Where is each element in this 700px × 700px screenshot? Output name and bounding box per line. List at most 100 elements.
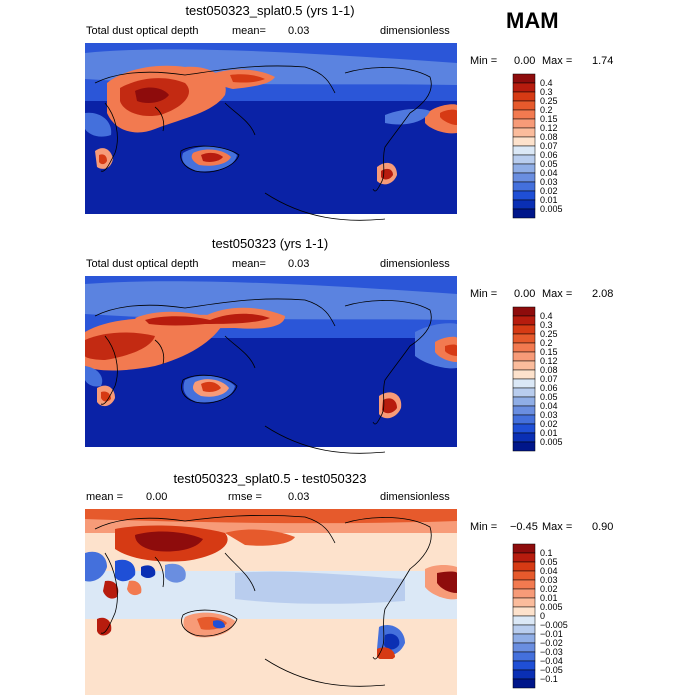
colorbar-swatch [512, 414, 536, 425]
colorbar-swatch [512, 324, 536, 335]
colorbar-tick-label: −0.04 [540, 656, 563, 666]
panel2-mean-value: 0.03 [288, 258, 310, 270]
colorbar-swatch [512, 315, 536, 326]
colorbar-swatch [512, 136, 536, 147]
colorbar-tick-label: −0.02 [540, 638, 563, 648]
panel1-min-label: Min = [470, 55, 498, 67]
colorbar-tick-label: 0.06 [540, 150, 558, 160]
panel1-variable: Total dust optical depth [86, 25, 199, 37]
colorbar-swatch [512, 73, 536, 84]
colorbar-tick-label: 0.005 [540, 602, 563, 612]
colorbar-swatch [512, 306, 536, 317]
colorbar-swatch [512, 597, 536, 608]
colorbar-swatch [512, 651, 536, 662]
colorbar-tick-label: 0.12 [540, 123, 558, 133]
panel2-min-label: Min = [470, 288, 498, 300]
colorbar-swatch [512, 423, 536, 434]
panel3-rmse-label: rmse = [228, 491, 262, 503]
colorbar-tick-label: 0.03 [540, 410, 558, 420]
panel1-units: dimensionless [380, 25, 450, 37]
colorbar-tick-label: −0.03 [540, 647, 563, 657]
panel3-units: dimensionless [380, 491, 450, 503]
colorbar-tick-label: 0.3 [540, 87, 553, 97]
panel1-mean-value: 0.03 [288, 25, 310, 37]
colorbar-swatch [512, 199, 536, 210]
colorbar-tick-label: 0.01 [540, 195, 558, 205]
colorbar-swatch [512, 615, 536, 626]
colorbar-swatch [512, 82, 536, 93]
panel2-title: test050323 (yrs 1-1) [211, 236, 329, 251]
colorbar-swatch [512, 145, 536, 156]
panel2-colorbar: 0.40.30.250.20.150.120.080.070.060.050.0… [512, 306, 563, 452]
panel2-max-value: 2.08 [592, 288, 614, 300]
colorbar-tick-label: 0.15 [540, 347, 558, 357]
colorbar-tick-label: 0.02 [540, 419, 558, 429]
colorbar-tick-label: 0.03 [540, 177, 558, 187]
panel3-mean-value: 0.00 [146, 491, 168, 503]
colorbar-tick-label: 0.05 [540, 159, 558, 169]
colorbar-swatch [512, 396, 536, 407]
panel2-min-value: 0.00 [514, 288, 536, 300]
panel2-max-label: Max = [542, 288, 573, 300]
colorbar-tick-label: 0.01 [540, 593, 558, 603]
colorbar-tick-label: 0.04 [540, 566, 558, 576]
colorbar-swatch [512, 172, 536, 183]
colorbar-tick-label: 0.2 [540, 338, 553, 348]
panel2-map [85, 276, 457, 462]
colorbar-swatch [512, 333, 536, 344]
colorbar-swatch [512, 387, 536, 398]
colorbar-tick-label: 0.05 [540, 392, 558, 402]
colorbar-tick-label: 0.06 [540, 383, 558, 393]
colorbar-tick-label: 0.03 [540, 575, 558, 585]
colorbar-tick-label: 0 [540, 611, 545, 621]
colorbar-tick-label: 0.02 [540, 584, 558, 594]
colorbar-swatch [512, 118, 536, 129]
colorbar-swatch [512, 127, 536, 138]
panel1-title: test050323_splat0.5 (yrs 1-1) [185, 3, 355, 18]
colorbar-swatch [512, 552, 536, 563]
colorbar-swatch [512, 432, 536, 443]
colorbar-swatch [512, 100, 536, 111]
colorbar-tick-label: 0.4 [540, 311, 553, 321]
colorbar-swatch [512, 208, 536, 219]
colorbar-swatch [512, 588, 536, 599]
colorbar-swatch [512, 163, 536, 174]
colorbar-swatch [512, 642, 536, 653]
colorbar-tick-label: 0.005 [540, 204, 563, 214]
colorbar-swatch [512, 405, 536, 416]
colorbar-tick-label: 0.04 [540, 401, 558, 411]
colorbar-tick-label: 0.12 [540, 356, 558, 366]
panel3-max-label: Max = [542, 521, 573, 533]
colorbar-swatch [512, 190, 536, 201]
colorbar-swatch [512, 570, 536, 581]
colorbar-swatch [512, 633, 536, 644]
colorbar-swatch [512, 181, 536, 192]
colorbar-tick-label: −0.01 [540, 629, 563, 639]
colorbar-tick-label: 0.2 [540, 105, 553, 115]
colorbar-tick-label: 0.15 [540, 114, 558, 124]
colorbar-swatch [512, 378, 536, 389]
panel2-mean-label: mean= [232, 258, 266, 270]
colorbar-swatch [512, 624, 536, 635]
colorbar-tick-label: 0.25 [540, 96, 558, 106]
panel1-max-label: Max = [542, 55, 573, 67]
season-label: MAM [506, 8, 559, 33]
colorbar-swatch [512, 543, 536, 554]
panel1-mean-label: mean= [232, 25, 266, 37]
panel3-mean-label: mean = [86, 491, 123, 503]
colorbar-swatch [512, 579, 536, 590]
panel2-variable: Total dust optical depth [86, 258, 199, 270]
panel1-colorbar: 0.40.30.250.20.150.120.080.070.060.050.0… [512, 73, 563, 219]
colorbar-tick-label: 0.25 [540, 329, 558, 339]
colorbar-swatch [512, 109, 536, 120]
colorbar-swatch [512, 342, 536, 353]
colorbar-tick-label: 0.08 [540, 132, 558, 142]
colorbar-swatch [512, 369, 536, 380]
colorbar-swatch [512, 91, 536, 102]
colorbar-swatch [512, 351, 536, 362]
colorbar-tick-label: −0.1 [540, 674, 558, 684]
colorbar-tick-label: 0.02 [540, 186, 558, 196]
colorbar-tick-label: 0.4 [540, 78, 553, 88]
colorbar-tick-label: −0.05 [540, 665, 563, 675]
colorbar-tick-label: 0.3 [540, 320, 553, 330]
